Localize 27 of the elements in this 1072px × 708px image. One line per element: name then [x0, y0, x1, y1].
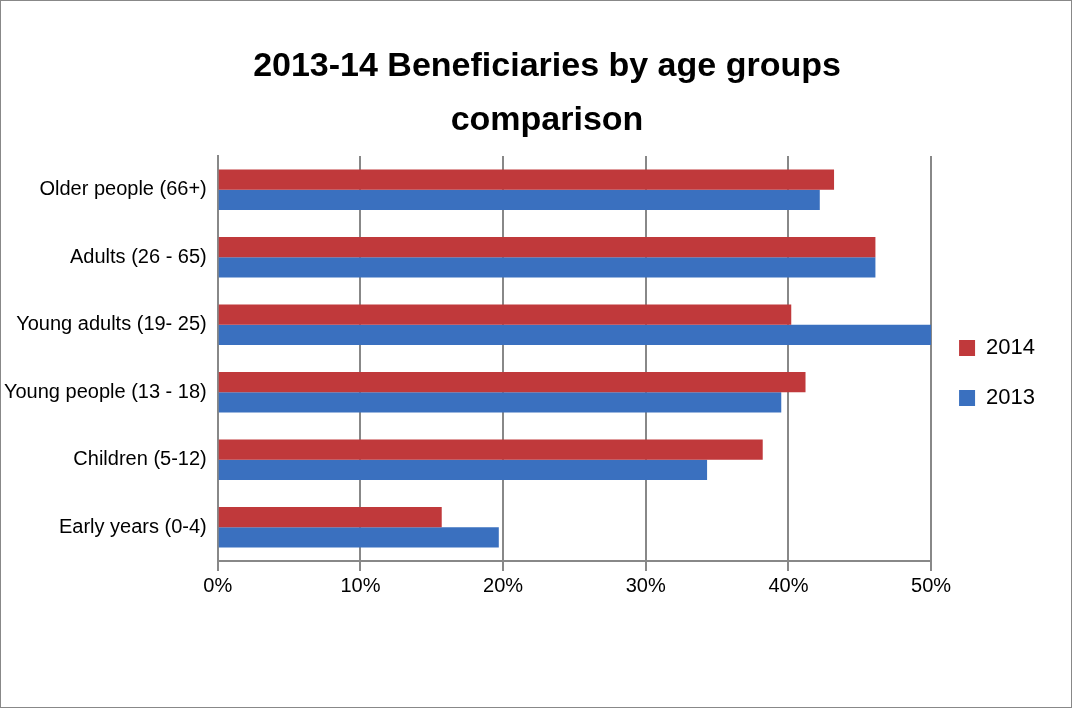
x-tick-label: 40% [768, 573, 809, 596]
bar [218, 257, 876, 278]
bar [218, 527, 499, 548]
legend-label: 2013 [986, 384, 1036, 410]
bar [218, 392, 782, 413]
bar [218, 507, 442, 528]
y-tick-label: Children (5-12) [73, 447, 207, 470]
y-tick-label: Young people (13 - 18) [3, 379, 207, 402]
y-tick-label: Older people (66+) [39, 177, 207, 200]
x-tick-label: 10% [340, 573, 381, 596]
bar [218, 304, 792, 325]
bar [218, 459, 708, 480]
y-tick-label: Young adults (19- 25) [16, 312, 207, 335]
bar [218, 372, 806, 393]
legend-label: 2014 [986, 334, 1036, 360]
bar [218, 237, 876, 258]
x-tick-label: 50% [911, 573, 952, 596]
x-tick-label: 20% [483, 573, 524, 596]
bar [218, 189, 820, 210]
y-tick-label: Early years (0-4) [58, 514, 207, 537]
bar [218, 439, 763, 460]
x-tick-label: 0% [203, 573, 233, 596]
chart-title: 2013-14 Beneficiaries by age groups comparison [252, 44, 842, 139]
bar [218, 324, 932, 345]
bar [218, 169, 835, 190]
x-tick-label: 30% [625, 573, 666, 596]
y-tick-label: Adults (26 - 65) [70, 244, 207, 267]
